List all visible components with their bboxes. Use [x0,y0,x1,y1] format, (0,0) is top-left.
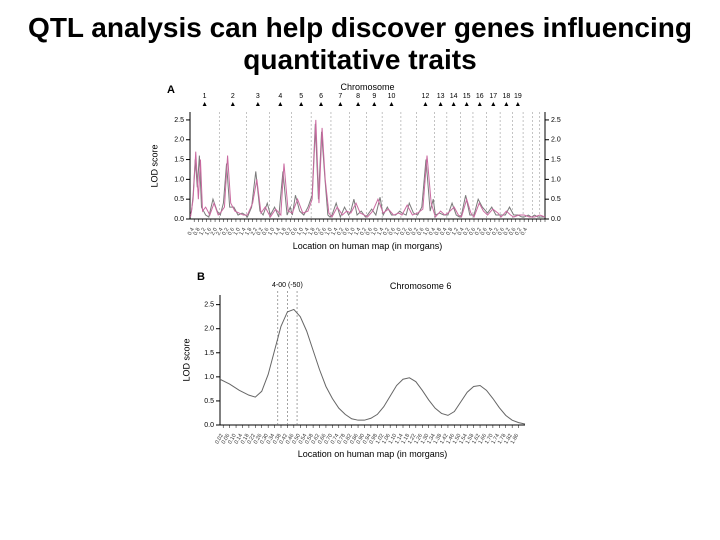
svg-text:0.0: 0.0 [204,422,214,429]
svg-text:3: 3 [256,93,260,100]
svg-text:1.0: 1.0 [174,177,184,184]
svg-text:1.0: 1.0 [551,177,561,184]
svg-text:5: 5 [299,93,303,100]
panel-a-ylabel: LOD score [150,144,160,187]
svg-text:2.0: 2.0 [174,137,184,144]
svg-text:0.4: 0.4 [520,227,529,237]
svg-text:0.5: 0.5 [551,197,561,204]
panel-a-top-title: Chromosome [338,82,398,92]
panel-b-xlabel: Location on human map (in morgans) [278,449,468,459]
svg-text:8: 8 [356,93,360,100]
svg-text:1: 1 [203,93,207,100]
panel-b: B Chromosome 6 LOD score Location on hum… [175,273,545,468]
svg-text:2.5: 2.5 [551,117,561,124]
svg-text:9: 9 [372,93,376,100]
svg-text:12: 12 [422,93,430,100]
svg-text:7: 7 [338,93,342,100]
svg-text:10: 10 [388,93,396,100]
panel-b-ylabel: LOD score [182,339,192,382]
svg-text:0.0: 0.0 [551,216,561,223]
panel-b-svg: 0.00.51.01.52.02.50.020.060.100.140.180.… [175,273,545,468]
slide: QTL analysis can help discover genes inf… [0,0,720,540]
panel-b-top-title: Chromosome 6 [381,281,461,291]
svg-text:1.5: 1.5 [204,350,214,357]
svg-text:4-00 (-50): 4-00 (-50) [272,282,303,289]
panel-a: A Chromosome LOD score Location on human… [145,84,575,259]
svg-text:0.5: 0.5 [174,197,184,204]
svg-text:0.0: 0.0 [174,216,184,223]
slide-title: QTL analysis can help discover genes inf… [20,12,700,76]
svg-text:2.0: 2.0 [551,137,561,144]
svg-text:15: 15 [463,93,471,100]
svg-text:2.5: 2.5 [204,302,214,309]
panel-b-label: B [197,271,205,283]
chart-area: A Chromosome LOD score Location on human… [20,84,700,468]
svg-text:2: 2 [231,93,235,100]
panel-a-label: A [167,84,175,96]
svg-text:16: 16 [476,93,484,100]
svg-text:13: 13 [437,93,445,100]
svg-text:2.0: 2.0 [204,326,214,333]
svg-text:4: 4 [278,93,282,100]
svg-text:6: 6 [319,93,323,100]
panel-a-svg: 0.00.51.01.52.02.50.00.51.01.52.02.51234… [145,84,575,259]
svg-text:17: 17 [489,93,497,100]
svg-text:0.5: 0.5 [204,398,214,405]
panel-a-xlabel: Location on human map (in morgans) [278,241,458,251]
svg-text:14: 14 [450,93,458,100]
svg-text:1.5: 1.5 [551,157,561,164]
svg-text:2.5: 2.5 [174,117,184,124]
svg-text:1.5: 1.5 [174,157,184,164]
svg-text:19: 19 [514,93,522,100]
svg-text:1.0: 1.0 [204,374,214,381]
svg-text:18: 18 [502,93,510,100]
